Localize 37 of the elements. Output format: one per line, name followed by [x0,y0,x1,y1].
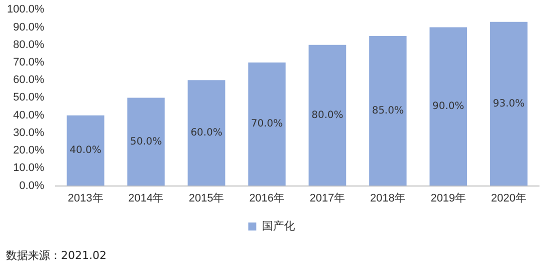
x-tick-label: 2015年 [188,192,224,204]
bar [430,27,468,186]
y-tick-label: 30.0% [13,126,45,139]
legend-label: 国产化 [262,220,295,233]
data-label: 93.0% [492,98,525,110]
x-tick-label: 2020年 [491,192,527,204]
data-label: 50.0% [130,136,162,148]
bar [66,115,104,186]
bar [490,22,528,186]
data-label: 80.0% [311,110,344,121]
source-note: 数据来源：2021.02 [6,248,106,263]
y-tick-label: 70.0% [13,56,45,68]
bar [308,44,346,186]
y-tick-label: 0.0% [19,180,45,192]
data-label: 70.0% [251,118,283,130]
bar [248,62,286,186]
data-label: 85.0% [372,106,404,117]
y-tick-label: 80.0% [13,38,45,51]
y-tick-label: 20.0% [13,144,45,157]
y-tick-label: 10.0% [13,162,45,174]
bar [127,98,165,186]
x-tick-label: 2014年 [128,192,164,204]
data-label: 90.0% [432,101,464,112]
bar [369,36,407,186]
y-tick-label: 40.0% [13,109,45,122]
x-tick-label: 2018年 [370,192,406,204]
x-tick-label: 2013年 [68,192,104,204]
data-label: 60.0% [190,128,222,139]
x-tick-label: 2017年 [310,192,346,204]
y-tick-label: 60.0% [13,74,45,86]
bar [188,80,226,186]
data-label: 40.0% [70,145,102,156]
y-tick-label: 90.0% [13,21,45,34]
y-tick-label: 50.0% [13,92,45,104]
x-tick-label: 2019年 [430,192,466,204]
x-tick-label: 2016年 [249,192,285,204]
y-tick-label: 100.0% [6,4,45,16]
